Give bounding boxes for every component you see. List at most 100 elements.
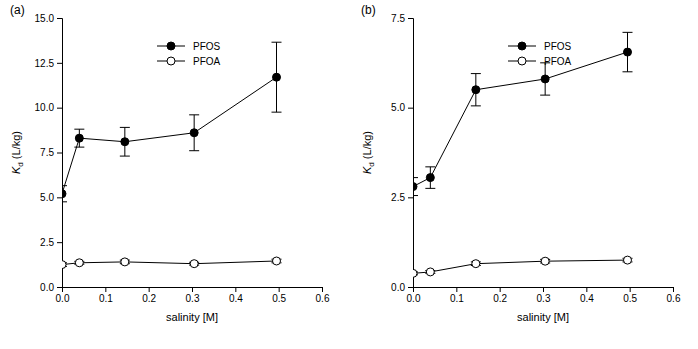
data-point <box>541 257 549 265</box>
error-bar-cap <box>189 114 199 115</box>
legend-entry: PFOA <box>508 56 572 67</box>
x-tick: 0.1 <box>450 287 464 304</box>
error-bar-cap <box>425 188 435 189</box>
legend-entry: PFOS <box>508 41 572 52</box>
error-bar <box>74 129 84 147</box>
legend-label: PFOA <box>193 56 221 67</box>
y-tick: 0.0 <box>391 282 413 293</box>
y-tick: 2.5 <box>40 237 62 248</box>
error-bar-cap <box>540 95 550 96</box>
x-tick: 0.3 <box>537 287 551 304</box>
data-point <box>121 258 129 266</box>
y-tick: 5.0 <box>40 192 62 203</box>
y-tick-mark <box>57 242 62 243</box>
y-tick-label: 7.5 <box>40 147 54 158</box>
data-point <box>121 138 129 146</box>
x-tick-mark <box>279 287 280 292</box>
error-bar <box>471 74 481 106</box>
series-line <box>413 52 628 187</box>
panel: 0.00.10.20.30.40.50.60.02.55.07.510.012.… <box>10 13 330 323</box>
panel-label: (a) <box>10 3 25 17</box>
x-axis-line <box>63 288 323 293</box>
error-bar-cap <box>623 32 633 33</box>
x-axis-line <box>414 288 674 293</box>
legend-marker <box>167 57 175 65</box>
x-tick-mark <box>673 287 674 292</box>
error-bar-cap <box>62 201 67 202</box>
y-tick-mark <box>408 108 413 109</box>
y-tick: 10.0 <box>35 102 62 113</box>
x-tick-mark <box>500 287 501 292</box>
y-tick-label: 7.5 <box>391 13 405 24</box>
y-tick-mark <box>57 153 62 154</box>
data-point <box>541 75 549 83</box>
x-tick-label: 0.3 <box>186 293 200 304</box>
y-axis-line <box>408 19 414 288</box>
data-point <box>426 174 434 182</box>
legend: PFOS PFOA <box>508 41 572 67</box>
x-tick: 0.2 <box>142 287 156 304</box>
error-bar-cap <box>413 195 418 196</box>
x-tick: 0.0 <box>56 287 70 304</box>
y-tick-label: 0.0 <box>391 282 405 293</box>
figure: 0.0 0.1 0.2 0.3 0.4 0.5 0.6 0.0 2.5 5.0 7.5 10.0 12.… <box>0 0 698 349</box>
x-tick-label: 0.1 <box>450 293 464 304</box>
x-tick-label: 0.6 <box>667 293 681 304</box>
y-axis: 0.02.55.07.5 <box>391 13 413 293</box>
x-tick-label: 0.2 <box>493 293 507 304</box>
error-bar <box>540 63 550 95</box>
x-tick: 0.4 <box>580 287 594 304</box>
series-line <box>62 261 277 265</box>
legend-label: PFOS <box>193 41 221 52</box>
y-tick-label: 15.0 <box>35 13 55 24</box>
error-bar <box>189 115 199 151</box>
panel: 0.00.10.20.30.40.50.60.02.55.07.5salinit… <box>361 13 681 323</box>
x-tick-label: 0.2 <box>142 293 156 304</box>
y-tick-label: 2.5 <box>40 237 54 248</box>
y-tick-mark <box>408 197 413 198</box>
y-tick-mark <box>57 197 62 198</box>
x-tick-label: 0.6 <box>316 293 330 304</box>
x-tick: 0.5 <box>272 287 286 304</box>
x-axis-title: salinity [M] <box>517 311 569 323</box>
x-tick-label: 0.4 <box>580 293 594 304</box>
legend-entry: PFOA <box>157 56 221 67</box>
x-tick-mark <box>235 287 236 292</box>
y-tick-mark <box>408 287 413 288</box>
y-tick-label: 5.0 <box>40 192 54 203</box>
y-tick-label: 2.5 <box>391 192 405 203</box>
data-point <box>62 190 66 198</box>
x-tick-mark <box>543 287 544 292</box>
y-tick: 7.5 <box>391 13 413 24</box>
data-point <box>190 260 198 268</box>
x-tick-mark <box>456 287 457 292</box>
data-point <box>190 129 198 137</box>
legend-entry: PFOS <box>157 41 221 52</box>
legend-label: PFOA <box>544 56 572 67</box>
data-point <box>273 257 281 265</box>
y-tick: 12.5 <box>35 58 62 69</box>
legend-marker <box>167 42 175 50</box>
x-tick-mark <box>586 287 587 292</box>
x-tick-label: 0.5 <box>272 293 286 304</box>
x-tick-label: 0.0 <box>56 293 70 304</box>
legend-marker <box>518 57 526 65</box>
data-point <box>273 73 281 81</box>
error-bar <box>413 178 418 196</box>
x-tick: 0.6 <box>316 287 330 304</box>
x-tick-mark <box>322 287 323 292</box>
error-bar-cap <box>272 42 282 43</box>
data-point <box>413 269 417 277</box>
data-point <box>413 183 417 191</box>
x-tick-label: 0.0 <box>407 293 421 304</box>
x-axis: 0.00.10.20.30.40.50.6 <box>407 287 681 304</box>
y-tick: 15.0 <box>35 13 62 24</box>
x-tick: 0.3 <box>186 287 200 304</box>
x-tick-label: 0.3 <box>537 293 551 304</box>
x-tick: 0.4 <box>229 287 243 304</box>
series-line <box>62 77 277 194</box>
x-tick-mark <box>192 287 193 292</box>
legend-marker <box>518 42 526 50</box>
y-tick-label: 0.0 <box>40 282 54 293</box>
error-bar-cap <box>120 127 130 128</box>
